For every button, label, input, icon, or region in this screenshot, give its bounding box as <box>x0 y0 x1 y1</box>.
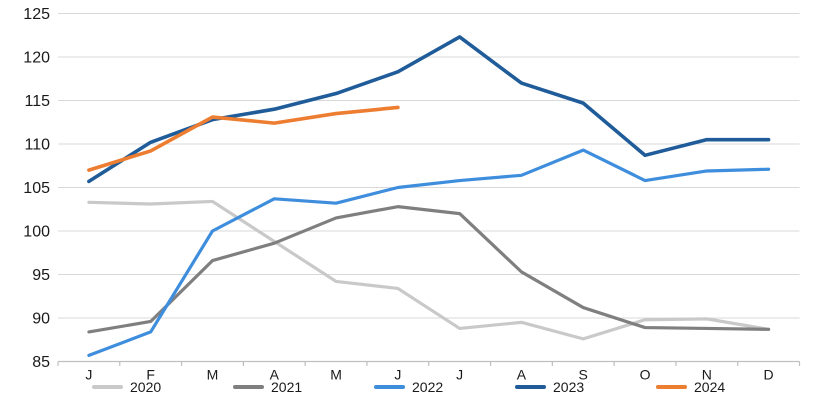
x-axis-month-label-2: M <box>207 367 219 383</box>
chart-legend: 2020 2021 2022 2023 2024 <box>92 379 797 394</box>
legend-swatch-2022-icon <box>374 384 405 389</box>
x-axis-month-label-7: A <box>517 367 527 383</box>
x-axis-month-label-6: J <box>456 367 463 383</box>
y-axis-tick-label-115: 115 <box>24 93 50 110</box>
legend-label-2024: 2024 <box>694 379 726 395</box>
legend-item-2024: 2024 <box>656 379 797 394</box>
y-axis-tick-label-85: 85 <box>32 354 50 371</box>
series-line-2024 <box>87 105 400 172</box>
legend-label-2020: 2020 <box>130 379 162 395</box>
legend-label-2023: 2023 <box>553 379 585 395</box>
x-axis-month-label-4: M <box>330 367 342 383</box>
legend-item-2021: 2021 <box>233 379 374 394</box>
x-axis-month-label-9: O <box>640 367 651 383</box>
legend-item-2022: 2022 <box>374 379 515 394</box>
series-line-2023 <box>87 35 771 184</box>
y-axis-tick-label-120: 120 <box>23 50 50 67</box>
x-axis-month-label-11: D <box>764 367 774 383</box>
x-axis-month-label-5: J <box>394 367 401 383</box>
legend-item-2020: 2020 <box>92 379 233 394</box>
legend-swatch-2024-icon <box>656 384 687 389</box>
series-line-2021 <box>87 205 771 334</box>
y-axis-tick-label-110: 110 <box>24 137 50 154</box>
y-axis-tick-label-90: 90 <box>32 311 50 328</box>
x-axis-month-label-10: N <box>702 367 712 383</box>
y-axis-tick-label-125: 125 <box>23 6 50 23</box>
legend-item-2023: 2023 <box>515 379 656 394</box>
legend-label-2022: 2022 <box>412 379 444 395</box>
x-axis-month-label-8: S <box>579 367 588 383</box>
y-axis-tick-label-105: 105 <box>23 180 50 197</box>
legend-swatch-2023-icon <box>515 384 546 389</box>
x-axis-month-label-3: A <box>270 367 280 383</box>
legend-swatch-2020-icon <box>92 384 123 389</box>
x-axis-month-label-0: J <box>85 367 92 383</box>
x-axis-month-label-1: F <box>146 367 155 383</box>
legend-label-2021: 2021 <box>271 379 303 395</box>
legend-swatch-2021-icon <box>233 384 264 389</box>
series-line-2022 <box>87 148 771 358</box>
y-axis-tick-label-100: 100 <box>23 224 50 241</box>
series-line-2020 <box>87 199 771 341</box>
y-axis-tick-label-95: 95 <box>32 267 50 284</box>
